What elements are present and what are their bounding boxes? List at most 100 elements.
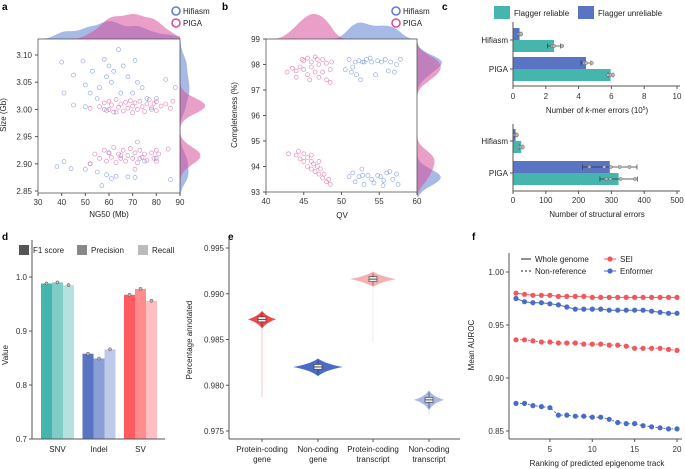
point-hifiasm: [118, 153, 124, 158]
panel-e-violins: [226, 238, 460, 442]
point-piga: [163, 101, 169, 107]
replicate-point: [44, 281, 49, 286]
point-hifiasm: [354, 72, 359, 77]
bar-hifiasm-flagger-reliable: [513, 40, 554, 52]
x-tick-label: 8: [642, 92, 647, 101]
point-enformer: [589, 414, 595, 420]
panel-a-scatter: [35, 14, 205, 196]
point-piga: [297, 64, 303, 70]
x-tick-label: 50: [337, 197, 346, 206]
bar-piga-flagger-unreliable: [513, 161, 610, 173]
point-piga: [109, 102, 114, 108]
replicate-point: [608, 177, 613, 181]
point-piga: [154, 147, 159, 153]
x-tick-label: 40: [57, 198, 66, 207]
point-enformer: [665, 310, 672, 316]
point-enformer: [623, 421, 629, 427]
point-piga: [128, 98, 133, 103]
point-piga: [144, 101, 150, 107]
category-label: transcript: [413, 455, 447, 464]
y-tick-label: 0.995: [204, 244, 225, 253]
point-sei: [665, 346, 672, 352]
point-hifiasm: [99, 183, 105, 188]
replicate-point: [611, 73, 615, 77]
legend-swatch: [494, 6, 510, 19]
x-tick-label: 300: [605, 196, 619, 205]
point-sei: [521, 291, 528, 297]
y-tick-label: 1.00: [488, 268, 504, 277]
point-hifiasm: [385, 68, 391, 74]
replicate-point: [515, 133, 519, 137]
point-hifiasm: [346, 174, 352, 179]
point-hifiasm: [113, 174, 119, 179]
point-piga: [135, 107, 140, 112]
category-label: Non-coding: [409, 445, 450, 454]
x-axis-label-part: ): [646, 106, 649, 115]
point-hifiasm: [392, 69, 397, 75]
point-hifiasm: [118, 90, 124, 96]
point-hifiasm: [395, 182, 401, 187]
point-hifiasm: [104, 74, 109, 80]
y-tick-label: 0.8: [16, 381, 28, 390]
bar-sv-precision: [135, 288, 146, 439]
legend-label: F1 score: [33, 246, 65, 255]
point-enformer: [657, 425, 663, 431]
point-hifiasm: [125, 74, 131, 80]
point-piga: [305, 55, 310, 61]
point-enformer: [547, 405, 553, 411]
y-tick-label: 0.990: [204, 290, 225, 299]
point-piga: [132, 166, 138, 172]
point-piga: [137, 147, 143, 153]
replicate-point: [633, 177, 637, 181]
point-hifiasm: [154, 156, 159, 161]
point-piga: [316, 159, 322, 164]
point-hifiasm: [361, 59, 367, 65]
point-piga: [293, 75, 299, 80]
point-hifiasm: [54, 164, 60, 169]
point-piga: [311, 161, 316, 167]
point-piga: [106, 107, 112, 112]
point-hifiasm: [384, 170, 390, 176]
replicate-point: [138, 287, 143, 291]
x-tick-label: 60: [413, 197, 422, 206]
replicate-point: [604, 177, 609, 181]
category-label: Hifiasm: [481, 36, 508, 45]
legend-label-piga: PIGA: [183, 19, 203, 28]
x-axis-label-part: k: [585, 106, 590, 115]
point-piga: [102, 147, 107, 153]
replicate-point: [602, 165, 607, 169]
point-sei: [674, 294, 680, 300]
point-enformer: [674, 310, 680, 316]
point-sei: [640, 294, 646, 300]
point-piga: [301, 67, 307, 72]
point-hifiasm: [373, 72, 378, 77]
point-enformer: [649, 424, 655, 430]
replicate-point: [127, 292, 132, 297]
x-tick-label: 200: [572, 196, 586, 205]
point-piga: [106, 98, 112, 104]
panel-b-scatter: [263, 14, 442, 197]
y-tick-label: 2.95: [16, 133, 32, 142]
legend-marker-piga: [391, 18, 401, 28]
point-hifiasm: [360, 173, 365, 178]
point-piga: [113, 97, 119, 102]
category-label: SNV: [49, 445, 66, 454]
legend-label: Whole genome: [535, 255, 589, 264]
point-enformer: [623, 307, 629, 313]
x-tick-label: 4: [576, 92, 581, 101]
replicate-point: [627, 165, 632, 169]
point-sei: [530, 338, 536, 344]
point-piga: [320, 69, 325, 75]
point-hifiasm: [144, 96, 150, 101]
x-tick-label: 80: [152, 198, 161, 207]
legend-label: Enformer: [620, 267, 653, 276]
point-hifiasm: [365, 173, 371, 178]
legend-label-hifiasm: Hifiasm: [183, 7, 210, 16]
replicate-point: [584, 61, 588, 65]
panel-d-bars: [29, 240, 165, 440]
point-hifiasm: [130, 90, 135, 96]
x-tick-label: 2: [544, 92, 549, 101]
point-sei: [581, 293, 587, 299]
replicate-point: [618, 177, 623, 181]
point-enformer: [538, 300, 545, 306]
